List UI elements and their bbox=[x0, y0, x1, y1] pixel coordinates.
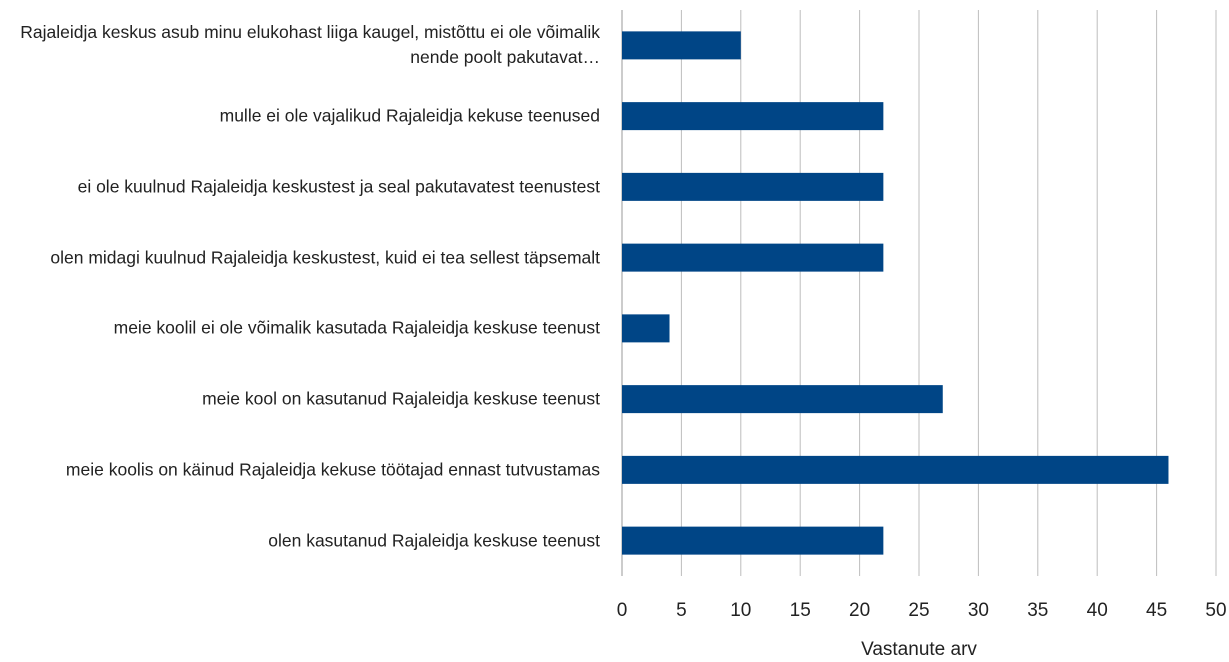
bar bbox=[622, 526, 884, 555]
x-tick-label: 25 bbox=[908, 600, 929, 621]
y-tick-label: olen kasutanud Rajaleidja keskuse teenus… bbox=[268, 530, 600, 551]
x-axis-title: Vastanute arv bbox=[861, 639, 977, 660]
bar bbox=[622, 102, 884, 131]
x-tick-label: 35 bbox=[1027, 600, 1048, 621]
bar bbox=[622, 243, 884, 272]
y-tick-label: Rajaleidja keskus asub minu elukohast li… bbox=[20, 22, 600, 68]
y-tick-label: olen midagi kuulnud Rajaleidja keskustes… bbox=[50, 247, 600, 268]
x-tick-label: 20 bbox=[849, 600, 870, 621]
y-tick-label: meie koolil ei ole võimalik kasutada Raj… bbox=[113, 317, 600, 338]
y-tick-label: ei ole kuulnud Rajaleidja keskustest ja … bbox=[77, 176, 600, 197]
y-tick-label: meie kool on kasutanud Rajaleidja keskus… bbox=[202, 388, 600, 409]
bar bbox=[622, 314, 670, 343]
x-tick-label: 50 bbox=[1205, 600, 1226, 621]
x-tick-label: 10 bbox=[730, 600, 751, 621]
x-tick-label: 30 bbox=[968, 600, 989, 621]
bar bbox=[622, 31, 741, 60]
y-tick-label: meie koolis on käinud Rajaleidja kekuse … bbox=[65, 459, 600, 480]
x-tick-label: 45 bbox=[1146, 600, 1167, 621]
x-tick-label: 40 bbox=[1087, 600, 1108, 621]
y-tick-label: mulle ei ole vajalikud Rajaleidja kekuse… bbox=[219, 105, 600, 126]
x-tick-label: 0 bbox=[617, 600, 628, 621]
bar bbox=[622, 172, 884, 201]
x-tick-label: 15 bbox=[790, 600, 811, 621]
bar bbox=[622, 385, 943, 414]
x-tick-label: 5 bbox=[676, 600, 687, 621]
bar bbox=[622, 455, 1169, 484]
